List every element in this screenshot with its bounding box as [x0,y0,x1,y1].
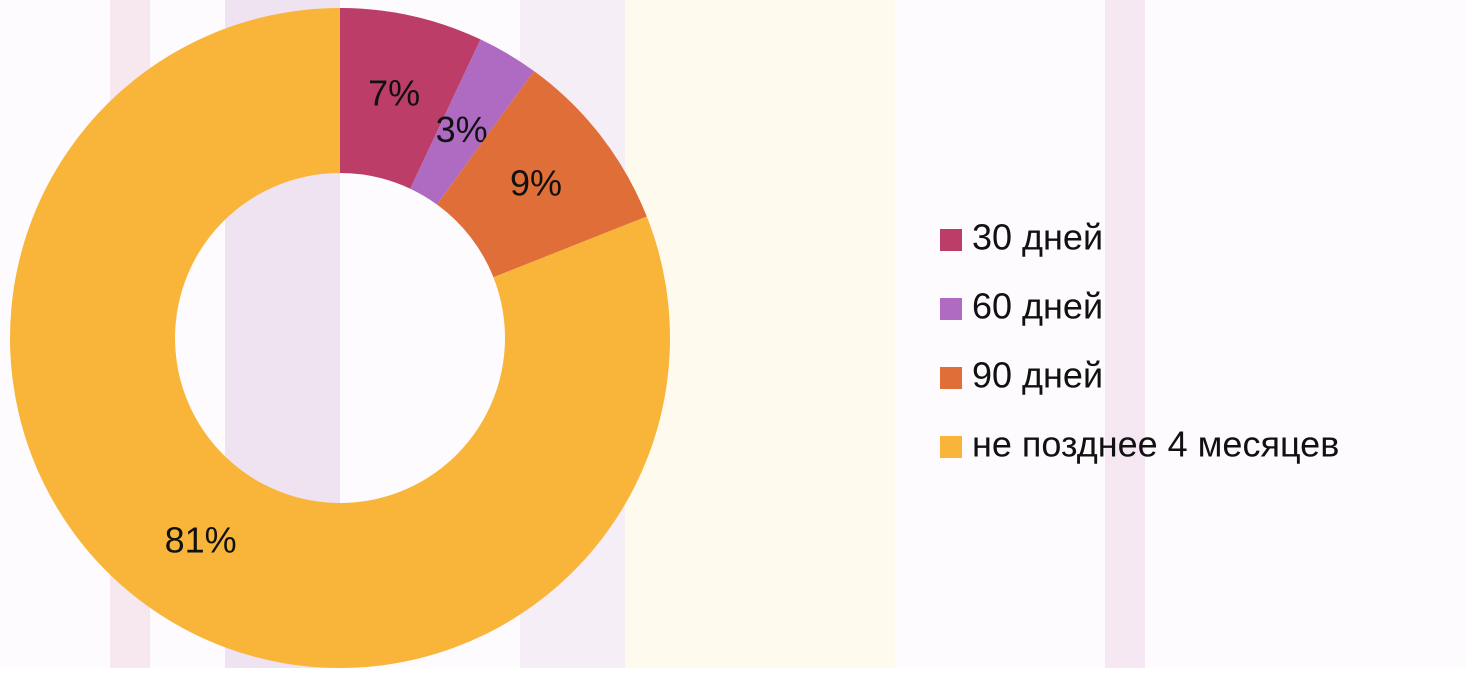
data-label: 9% [510,163,562,204]
legend-swatch [940,229,962,251]
background-stripe [1105,0,1145,668]
legend-label: не позднее 4 месяцев [972,424,1339,465]
legend-label: 30 дней [972,217,1103,258]
data-label: 3% [436,109,488,150]
data-label: 7% [368,72,420,113]
legend-label: 90 дней [972,355,1103,396]
donut-slice [340,8,481,189]
legend-swatch [940,436,962,458]
legend-swatch [940,367,962,389]
data-label: 81% [165,520,237,561]
legend-label: 60 дней [972,286,1103,327]
donut-slice [410,39,534,205]
background-stripe [625,0,895,668]
donut-slice [436,71,647,278]
donut-slice [9,8,670,668]
legend-swatch [940,298,962,320]
